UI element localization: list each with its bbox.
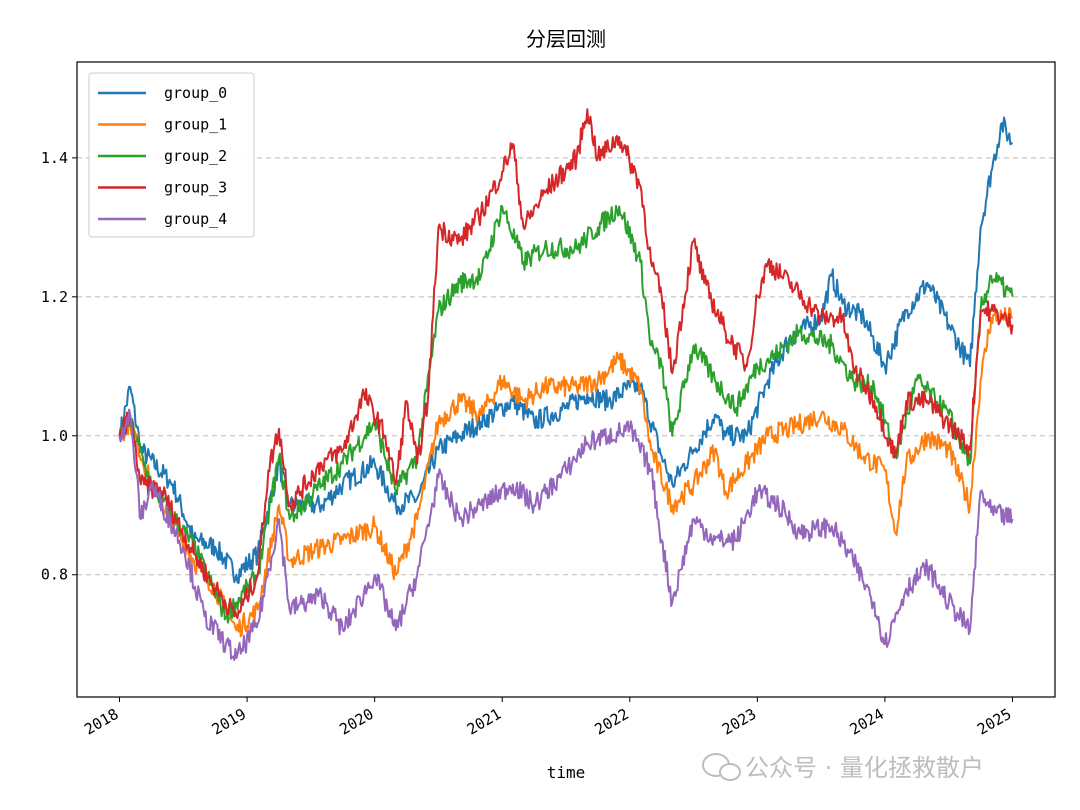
legend-label: group_1 <box>164 116 227 134</box>
series-line-group_1 <box>118 307 1013 638</box>
x-axis-label: time <box>547 763 586 782</box>
x-tick-label: 2019 <box>209 705 249 739</box>
x-tick-label: 2024 <box>847 705 887 739</box>
watermark: 公众号 · 量化拯救散户 <box>702 753 984 782</box>
x-tick-label: 2022 <box>591 705 631 739</box>
y-tick-label: 1.0 <box>41 427 68 445</box>
plot-frame <box>76 61 1056 698</box>
series-line-group_3 <box>118 108 1014 620</box>
y-tick-label: 1.4 <box>41 149 68 167</box>
legend-label: group_4 <box>164 210 227 228</box>
y-tick-label: 1.2 <box>41 288 68 306</box>
watermark-text: 公众号 · 量化拯救散户 <box>745 754 984 782</box>
series-line-group_4 <box>118 408 1014 661</box>
x-tick-label: 2020 <box>336 705 376 739</box>
legend-label: group_3 <box>164 179 227 197</box>
y-tick-label: 0.8 <box>41 566 68 584</box>
legend: group_0 group_1 group_2 group_3 group_4 <box>88 72 255 238</box>
x-tick-label: 2025 <box>974 705 1014 739</box>
x-tick-label: 2023 <box>719 705 759 739</box>
x-tick-label: 2018 <box>81 705 121 739</box>
chart-title: 分层回测 <box>526 27 606 51</box>
x-tick-label: 2021 <box>464 705 504 739</box>
wechat-icon <box>702 753 741 781</box>
legend-label: group_2 <box>164 147 227 165</box>
legend-label: group_0 <box>164 84 227 102</box>
